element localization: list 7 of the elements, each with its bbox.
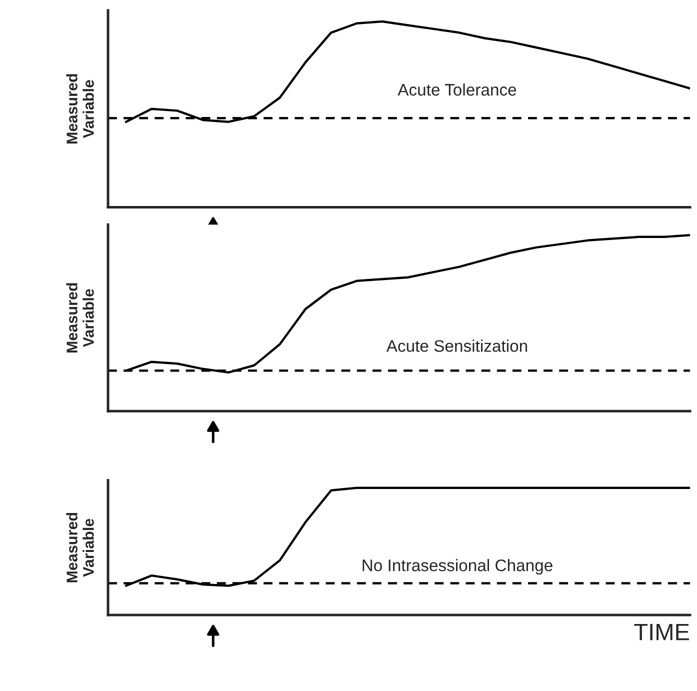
y-axis-title: Measured Variable (66, 512, 94, 582)
y-axis-title: Measured Variable (66, 74, 94, 144)
annotation: No Intrasessional Change (362, 559, 552, 575)
annotation: Acute Sensitization (386, 340, 528, 352)
annotation: Acute Tolerance (398, 83, 516, 96)
x-axis-title: TIME (634, 624, 690, 640)
y-axis-title: Measured Variable (66, 283, 94, 352)
